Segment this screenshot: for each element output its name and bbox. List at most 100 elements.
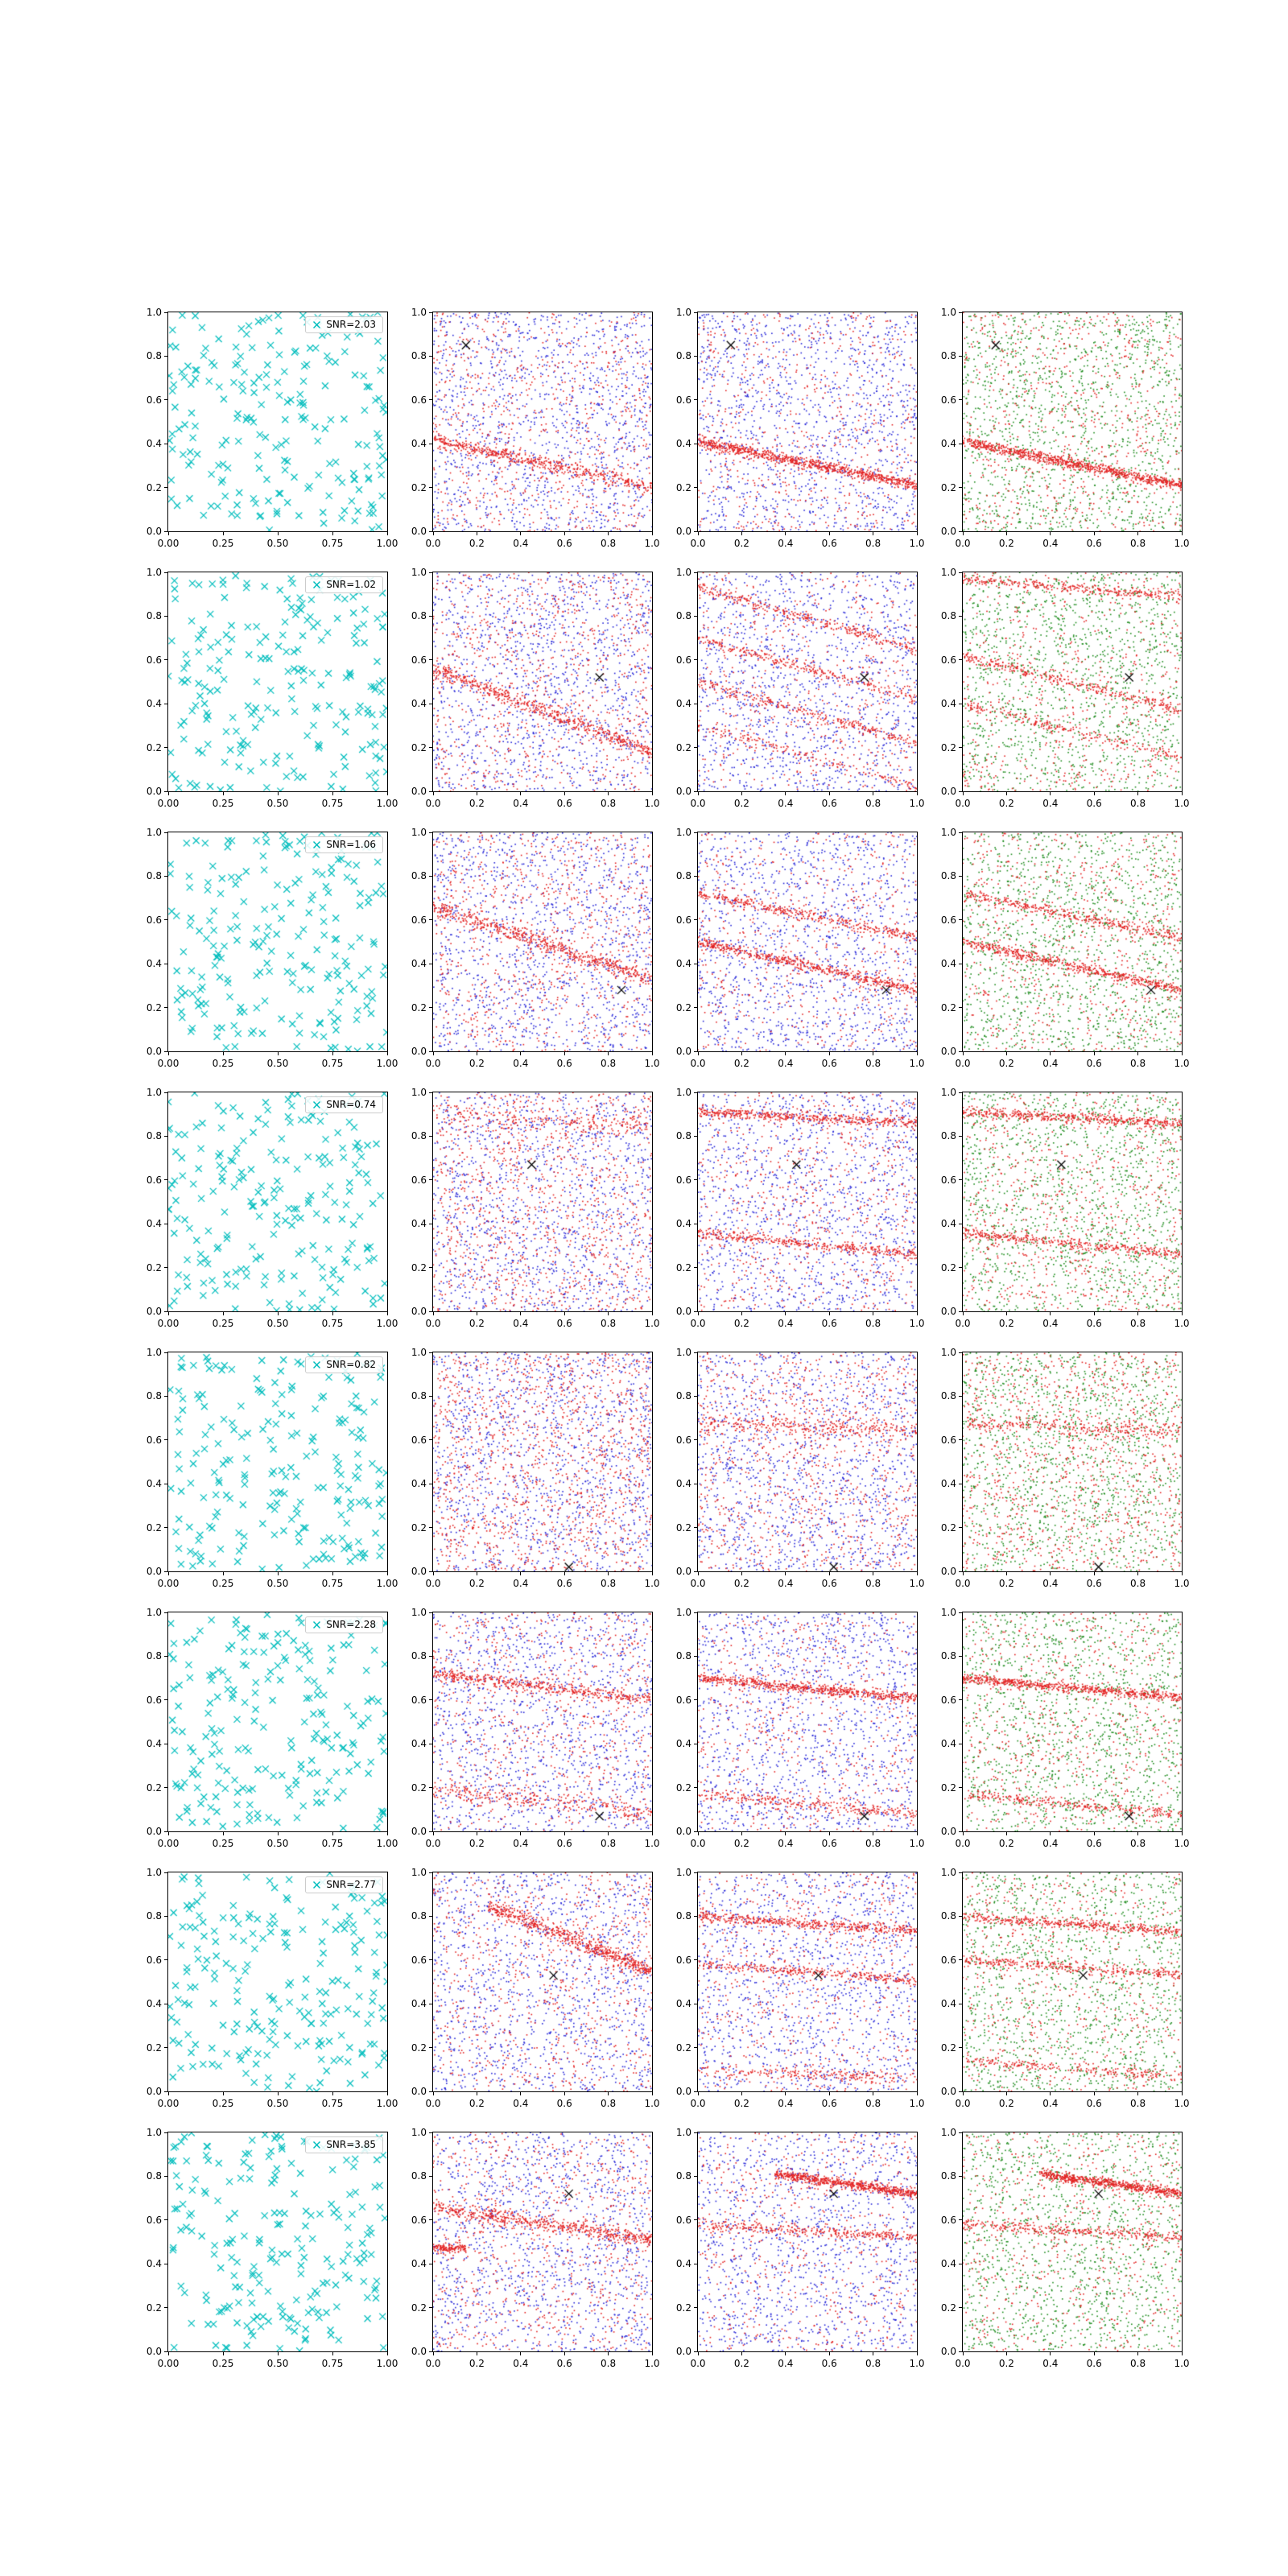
x-tick-mark	[564, 1832, 565, 1835]
y-tick-mark	[429, 1179, 432, 1181]
scatter-canvas	[963, 1612, 1182, 1831]
scatter-canvas	[963, 312, 1182, 531]
x-tick-label: 0.6	[1086, 2098, 1102, 2109]
x-tick-label: 0.2	[733, 1318, 749, 1329]
y-tick-label: 0.4	[411, 438, 427, 450]
y-tick-mark	[694, 615, 697, 617]
x-tick-mark	[432, 532, 434, 535]
y-tick-mark	[164, 747, 167, 749]
y-tick-label: 0.2	[940, 1001, 956, 1013]
x-tick-mark	[167, 532, 169, 535]
x-tick-label: 0.8	[865, 2358, 881, 2369]
y-tick-label: 0.6	[146, 914, 162, 926]
scatter-canvas	[698, 1612, 917, 1831]
scatter-canvas	[963, 832, 1182, 1051]
y-tick-label: 0.8	[146, 610, 162, 622]
y-tick-mark	[429, 1612, 432, 1613]
x-tick-label: 1.0	[1174, 2098, 1190, 2109]
x-tick-mark	[332, 2352, 333, 2355]
x-tick-mark	[277, 1312, 279, 1315]
y-tick-mark	[959, 747, 962, 749]
x-tick-label: 0.8	[1130, 1318, 1146, 1329]
x-tick-label: 0.8	[601, 1838, 617, 1849]
x-tick-label: 0.0	[425, 2358, 441, 2369]
x-tick-mark	[741, 2352, 742, 2355]
y-tick-label: 0.0	[940, 1826, 956, 1837]
y-tick-label: 1.0	[940, 1607, 956, 1618]
x-tick-mark	[1050, 1832, 1051, 1835]
y-tick-mark	[429, 1439, 432, 1441]
x-tick-label: 0.50	[266, 538, 289, 549]
y-tick-mark	[694, 919, 697, 921]
x-tick-label: 0.2	[998, 538, 1014, 549]
y-tick-mark	[429, 1872, 432, 1873]
x-tick-mark	[962, 1572, 964, 1575]
y-tick-mark	[429, 791, 432, 792]
y-tick-label: 0.4	[675, 438, 691, 450]
y-tick-label: 0.6	[940, 1174, 956, 1186]
x-tick-label: 0.6	[1086, 1838, 1102, 1849]
y-tick-mark	[694, 572, 697, 573]
x-tick-mark	[785, 2352, 786, 2355]
y-tick-label: 0.4	[675, 1478, 691, 1490]
y-tick-label: 0.2	[411, 741, 427, 753]
y-tick-mark	[694, 2132, 697, 2133]
x-tick-label: 0.4	[1042, 2098, 1059, 2109]
y-tick-label: 0.0	[940, 786, 956, 797]
x-tick-label: 0.4	[1042, 538, 1059, 549]
x-tick-mark	[741, 1832, 742, 1835]
x-tick-mark	[651, 532, 653, 535]
x-tick-mark	[1050, 2092, 1051, 2095]
snr-legend-label: SNR=0.74	[326, 1099, 376, 1110]
y-tick-mark	[694, 312, 697, 313]
x-tick-mark	[916, 1312, 918, 1315]
scatter-canvas	[963, 1352, 1182, 1571]
y-tick-label: 0.2	[675, 1781, 691, 1794]
y-tick-mark	[164, 791, 167, 792]
y-tick-mark	[164, 1571, 167, 1572]
y-tick-label: 0.4	[940, 698, 956, 710]
x-tick-mark	[564, 1572, 565, 1575]
x-tick-mark	[828, 1052, 830, 1055]
y-tick-mark	[694, 355, 697, 357]
y-tick-label: 0.4	[146, 958, 162, 970]
x-tick-label: 0.4	[513, 1578, 529, 1589]
y-tick-label: 0.8	[411, 870, 427, 882]
y-tick-mark	[164, 2091, 167, 2092]
y-tick-label: 1.0	[146, 307, 162, 318]
x-tick-label: 0.8	[865, 1318, 881, 1329]
scatter-canvas	[698, 572, 917, 791]
y-tick-label: 0.0	[675, 2346, 691, 2357]
x-tick-mark	[697, 1312, 699, 1315]
y-tick-mark	[694, 1787, 697, 1789]
y-tick-mark	[429, 1831, 432, 1832]
x-tick-mark	[741, 532, 742, 535]
y-tick-mark	[694, 487, 697, 489]
y-tick-mark	[164, 2307, 167, 2309]
x-tick-label: 0.2	[469, 1578, 485, 1589]
y-tick-label: 0.2	[411, 2041, 427, 2054]
x-tick-label: 0.00	[157, 2358, 180, 2369]
y-tick-label: 0.8	[940, 1130, 956, 1142]
x-tick-mark	[1005, 1572, 1007, 1575]
x-tick-mark	[651, 1572, 653, 1575]
x-tick-mark	[167, 1572, 169, 1575]
y-tick-label: 0.4	[940, 438, 956, 450]
y-tick-label: 0.8	[146, 2170, 162, 2182]
y-tick-label: 0.4	[146, 1218, 162, 1230]
x-tick-mark	[1181, 1052, 1183, 1055]
y-tick-label: 1.0	[675, 1087, 691, 1098]
x-tick-label: 0.8	[1130, 1578, 1146, 1589]
x-tick-label: 0.50	[266, 2358, 289, 2369]
y-tick-mark	[959, 1267, 962, 1269]
y-tick-label: 0.4	[146, 1998, 162, 2010]
plot-panel-r8c2: 0.0 0.2 0.4 0.6 0.8 1.0 0.0 0.2 0.4 0.6 0.8 1.0	[411, 2128, 660, 2368]
x-tick-mark	[564, 2092, 565, 2095]
x-tick-mark	[916, 2092, 918, 2095]
x-tick-mark	[608, 532, 609, 535]
x-tick-label: 0.8	[865, 798, 881, 809]
snr-legend-label: SNR=2.03	[326, 319, 376, 330]
x-tick-mark	[386, 2352, 388, 2355]
x-tick-mark	[741, 1572, 742, 1575]
x-tick-mark	[222, 1572, 224, 1575]
